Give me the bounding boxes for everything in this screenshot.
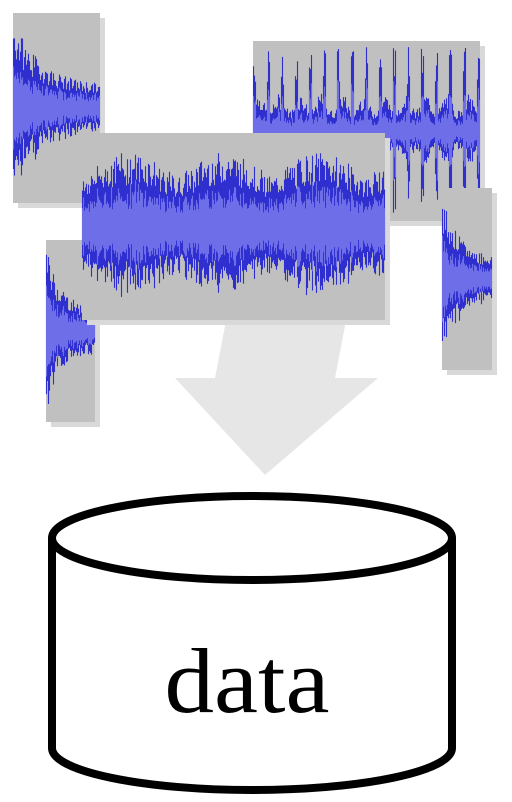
waveform-core [252, 79, 481, 183]
database-cylinder: data [48, 492, 456, 794]
waveform-clip-large-center [81, 133, 390, 325]
down-arrow [175, 300, 378, 475]
waveform-core [441, 235, 493, 323]
cylinder-body [48, 538, 456, 794]
waveform-clip-right-narrow [441, 188, 497, 375]
cylinder-top [48, 492, 456, 584]
waveform-core [12, 66, 101, 150]
database-label: data [165, 630, 330, 732]
waveform-core [81, 180, 386, 273]
waveform-core [45, 285, 96, 377]
waveform-clips [12, 13, 497, 427]
